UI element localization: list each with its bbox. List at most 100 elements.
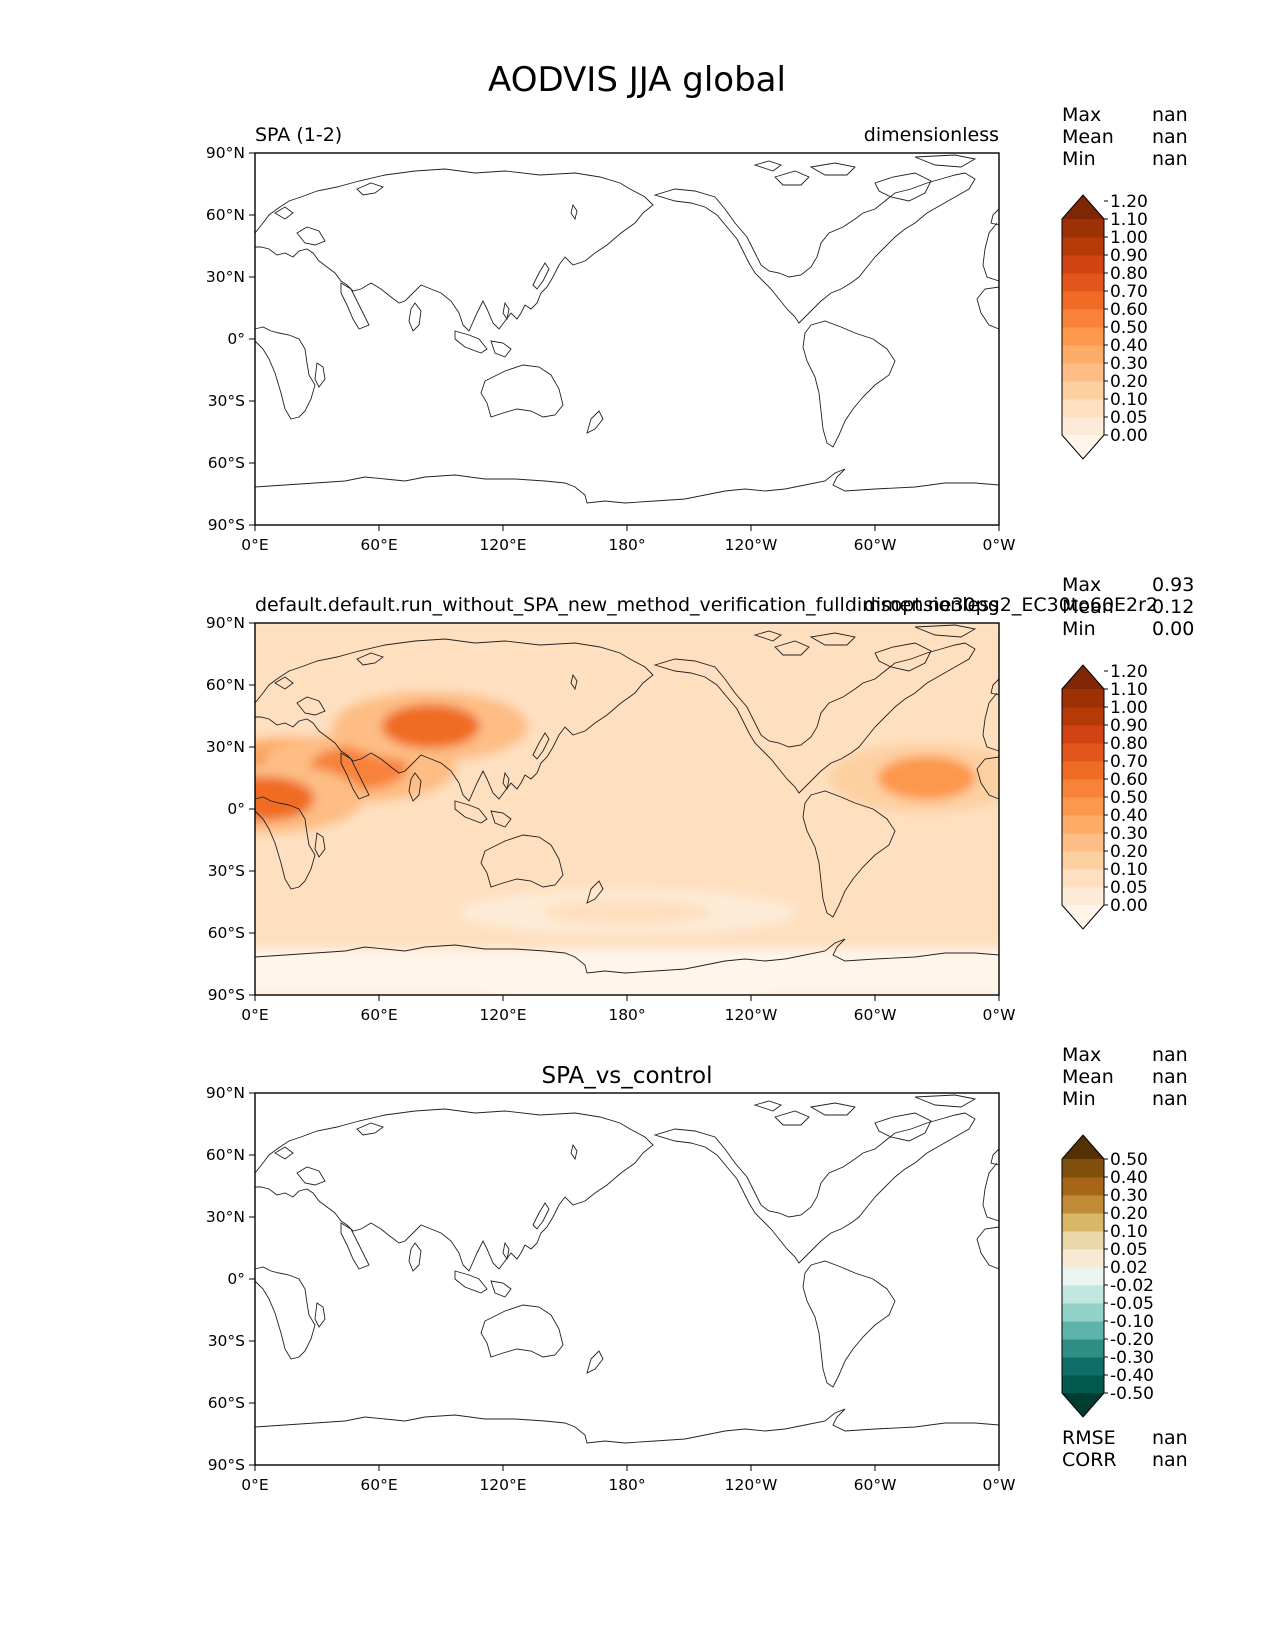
y-tick-label: 60°N [206, 676, 245, 694]
colorbar-segment [1062, 851, 1104, 870]
stat-value: 0.12 [1152, 596, 1194, 618]
stat-label: Max [1062, 574, 1101, 596]
colorbar-label: 0.30 [1110, 354, 1148, 374]
colorbar-segment [1062, 1267, 1104, 1286]
y-tick-label: 90°S [208, 516, 245, 534]
colorbar-label: -0.20 [1110, 1330, 1154, 1350]
stat-label: Max [1062, 104, 1101, 126]
stat-value: nan [1152, 148, 1188, 170]
colorbar-label: 0.05 [1110, 878, 1148, 898]
panel-title-center: SPA_vs_control [541, 1063, 712, 1089]
x-tick-label: 60°E [360, 1006, 397, 1024]
y-tick-label: 0° [227, 330, 245, 348]
colorbar-extend-min [1062, 905, 1104, 929]
colorbar-segment [1062, 707, 1104, 726]
colorbar-segment [1062, 1231, 1104, 1250]
stat-value: nan [1152, 1044, 1188, 1066]
colorbar-segment [1062, 1249, 1104, 1268]
stat-label: Mean [1062, 126, 1114, 148]
y-tick-label: 30°N [206, 1208, 245, 1226]
colorbar-label: 1.20 [1110, 192, 1148, 212]
y-tick-label: 60°N [206, 1146, 245, 1164]
colorbar-segment [1062, 1285, 1104, 1304]
colorbar-segment [1062, 237, 1104, 256]
map-axes: 0°E 60°E 120°E 180° 120°W 60°W 0°W 90°N 60°N 30°N… [206, 1084, 1016, 1494]
stat-label: Mean [1062, 596, 1114, 618]
y-tick-label: 90°N [206, 144, 245, 162]
colorbar-label: 1.00 [1110, 228, 1148, 248]
zonal-band [255, 928, 999, 950]
y-tick-label: 30°S [208, 392, 245, 410]
colorbar-segment [1062, 1177, 1104, 1196]
colorbar-segment [1062, 869, 1104, 888]
colorbar-label: 0.00 [1110, 426, 1148, 446]
colorbar-segment [1062, 689, 1104, 708]
stat-label: Min [1062, 148, 1096, 170]
figure-title: AODVIS JJA global [488, 60, 786, 100]
x-tick-label: 60°E [360, 536, 397, 554]
y-tick-label: 60°N [206, 206, 245, 224]
colorbar-label: 0.80 [1110, 264, 1148, 284]
colorbar-label: 1.00 [1110, 698, 1148, 718]
colorbar-label: 0.05 [1110, 1240, 1148, 1260]
colorbar-extend-max [1062, 665, 1104, 689]
aod-feature [877, 756, 976, 800]
colorbar-label: -0.50 [1110, 1384, 1154, 1404]
stat-label: Min [1062, 1088, 1096, 1110]
panel-title-right: dimensionless [864, 124, 999, 146]
map-background [255, 1093, 999, 1465]
stat-value: nan [1152, 1066, 1188, 1088]
y-tick-label: 30°S [208, 1332, 245, 1350]
colorbar-segment [1062, 219, 1104, 238]
colorbar-segment [1062, 1303, 1104, 1322]
colorbar-label: -0.10 [1110, 1312, 1154, 1332]
colorbar-segment [1062, 1357, 1104, 1376]
x-tick-label: 120°E [479, 1006, 526, 1024]
colorbar-label: 0.30 [1110, 1186, 1148, 1206]
colorbar-segment [1062, 833, 1104, 852]
footer-stat-value: nan [1152, 1449, 1188, 1471]
panel-title-left: SPA (1-2) [255, 124, 342, 146]
colorbar-label: 0.05 [1110, 408, 1148, 428]
colorbar-segment [1062, 309, 1104, 328]
map-axes: 0°E 60°E 120°E 180° 120°W 60°W 0°W 90°N 60°N 30°N… [206, 614, 1016, 1024]
colorbar-segment [1062, 887, 1104, 906]
aod-feature [543, 898, 711, 927]
x-tick-label: 0°E [241, 1006, 268, 1024]
colorbar-segment [1062, 1375, 1104, 1394]
colorbar-extend-max [1062, 1135, 1104, 1159]
aod-feature [381, 704, 480, 749]
x-tick-label: 60°E [360, 1476, 397, 1494]
y-tick-label: 30°N [206, 738, 245, 756]
colorbar-label: 0.60 [1110, 300, 1148, 320]
y-tick-label: 60°S [208, 454, 245, 472]
colorbar-label: 0.40 [1110, 1168, 1148, 1188]
y-tick-label: 90°N [206, 1084, 245, 1102]
colorbar-label: 0.10 [1110, 390, 1148, 410]
colorbar-label: 0.60 [1110, 770, 1148, 790]
colorbar-label: 0.50 [1110, 1150, 1148, 1170]
colorbar-label: 1.10 [1110, 210, 1148, 230]
panel-reference: default.default.run_without_SPA_new_meth… [206, 594, 1158, 1024]
x-tick-label: 0°W [983, 1006, 1016, 1024]
colorbar-segment [1062, 363, 1104, 382]
colorbar-label: 0.70 [1110, 752, 1148, 772]
x-tick-label: 180° [608, 536, 645, 554]
stat-value: nan [1152, 104, 1188, 126]
colorbar-label: -0.30 [1110, 1348, 1154, 1368]
panel-title-left: default.default.run_without_SPA_new_meth… [255, 594, 1158, 616]
y-tick-label: 90°S [208, 986, 245, 1004]
colorbar-segment [1062, 1159, 1104, 1178]
colorbar-segment [1062, 761, 1104, 780]
colorbar-segment [1062, 327, 1104, 346]
stat-label: Mean [1062, 1066, 1114, 1088]
footer-stat-label: RMSE [1062, 1427, 1116, 1449]
colorbar-extend-min [1062, 1393, 1104, 1417]
x-tick-label: 180° [608, 1006, 645, 1024]
colorbar-label: 0.30 [1110, 824, 1148, 844]
x-tick-label: 60°W [854, 536, 897, 554]
colorbar-segment [1062, 1339, 1104, 1358]
